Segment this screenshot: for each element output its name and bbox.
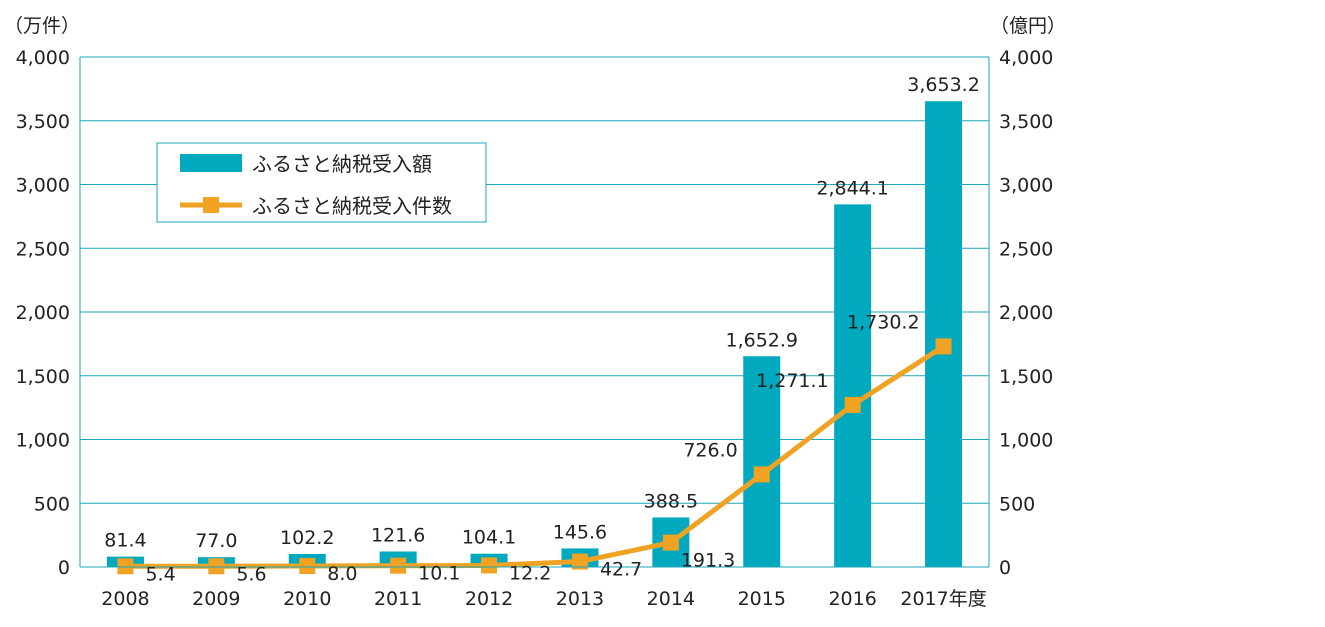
y-right-tick-label: 500 [999,493,1035,515]
legend-line-marker [203,197,219,213]
y-right-tick-label: 2,500 [999,238,1053,260]
line-value-label: 8.0 [327,563,357,585]
line-marker [935,338,952,355]
bar-value-label: 145.6 [553,521,607,543]
x-tick-label: 2012 [465,588,513,610]
line-value-label: 1,271.1 [756,370,829,392]
y-left-tick-label: 1,500 [16,366,70,388]
y-left-tick-label: 4,000 [16,47,70,69]
line-marker [117,558,134,575]
line-marker [299,557,316,574]
bar [743,356,781,567]
bar-value-label: 102.2 [280,527,334,549]
bar [925,101,963,567]
line-series [117,338,952,575]
y-right-tick-label: 3,000 [999,175,1053,197]
x-tick-label: 2009 [192,588,240,610]
x-tick-label: 2016 [828,588,876,610]
x-tick-label: 2010 [283,588,331,610]
bar-value-label: 3,653.2 [907,74,980,96]
bar-value-label: 388.5 [644,490,698,512]
y-right-tick-label: 0 [999,557,1011,579]
x-tick-label: 2013 [556,588,604,610]
data-labels: 81.4 77.0 102.2 121.6 104.1 145.6 388.5 1,652.9… [104,74,980,585]
bar-value-label: 77.0 [195,530,237,552]
line-marker [662,534,679,551]
y-right-tick-label: 1,500 [999,366,1053,388]
legend-bar-swatch [180,154,242,172]
bar-value-label: 2,844.1 [816,177,889,199]
y-left-tick-label: 3,500 [16,111,70,133]
left-axis-unit: （万件） [4,15,80,37]
legend: ふるさと納税受入額 ふるさと納税受入件数 [156,142,487,223]
line-value-label: 42.7 [600,559,642,581]
y-left-tick-label: 0 [58,557,70,579]
line-marker [844,396,861,413]
x-tick-label: 2015 [738,588,786,610]
line-marker [208,558,225,575]
x-tick-label: 2008 [101,588,149,610]
y-right-tick-label: 2,000 [999,302,1053,324]
bar-value-label: 104.1 [462,527,516,549]
y-right-tick-label: 3,500 [999,111,1053,133]
line-value-label: 5.4 [145,563,175,585]
y-left-tick-label: 2,500 [16,238,70,260]
line-value-label: 12.2 [509,562,551,584]
y-left-tick-label: 500 [34,493,70,515]
axes: 0 0 500 500 1,000 1,000 1,500 1,500 2,000 2,000 2,… [16,47,1054,610]
y-right-tick-label: 1,000 [999,430,1053,452]
right-axis-unit: （億円） [990,15,1066,37]
line-marker [571,553,588,570]
line-value-label: 1,730.2 [847,311,920,333]
line-value-label: 10.1 [418,563,460,585]
x-tick-label: 2017年度 [900,588,986,610]
line-marker [753,466,770,483]
bar-value-label: 121.6 [371,524,425,546]
line-value-label: 191.3 [681,550,735,572]
bar-value-label: 81.4 [104,530,146,552]
y-right-tick-label: 4,000 [999,47,1053,69]
line-path [125,344,945,569]
line-value-label: 726.0 [683,439,737,461]
bar-series [106,101,963,567]
y-left-tick-label: 3,000 [16,175,70,197]
legend-bar-label: ふるさと納税受入額 [252,152,432,176]
legend-line-label: ふるさと納税受入件数 [252,194,452,218]
y-left-tick-label: 2,000 [16,302,70,324]
bar-value-label: 1,652.9 [725,329,798,351]
x-tick-label: 2011 [374,588,422,610]
x-tick-label: 2014 [647,588,695,610]
y-left-tick-label: 1,000 [16,430,70,452]
bar [834,204,872,567]
line-marker [481,557,498,574]
line-value-label: 5.6 [236,563,266,585]
line-marker [390,557,407,574]
